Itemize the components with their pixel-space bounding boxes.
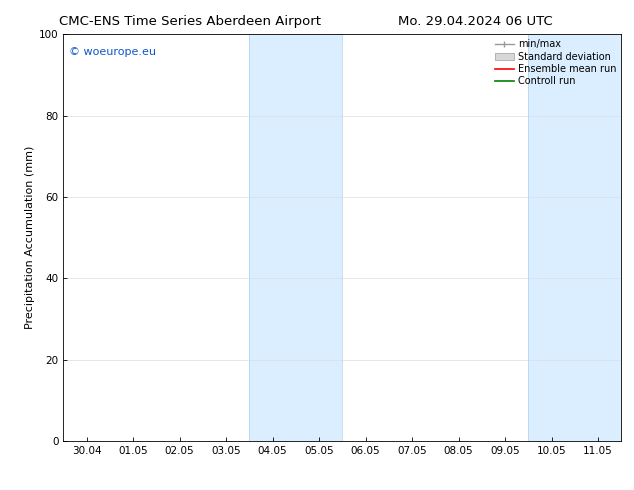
Text: Mo. 29.04.2024 06 UTC: Mo. 29.04.2024 06 UTC bbox=[398, 15, 553, 28]
Bar bbox=[249, 34, 342, 441]
Text: CMC-ENS Time Series Aberdeen Airport: CMC-ENS Time Series Aberdeen Airport bbox=[59, 15, 321, 28]
Y-axis label: Precipitation Accumulation (mm): Precipitation Accumulation (mm) bbox=[25, 146, 35, 329]
Text: © woeurope.eu: © woeurope.eu bbox=[69, 47, 156, 56]
Legend: min/max, Standard deviation, Ensemble mean run, Controll run: min/max, Standard deviation, Ensemble me… bbox=[493, 37, 618, 88]
Bar bbox=[528, 34, 621, 441]
